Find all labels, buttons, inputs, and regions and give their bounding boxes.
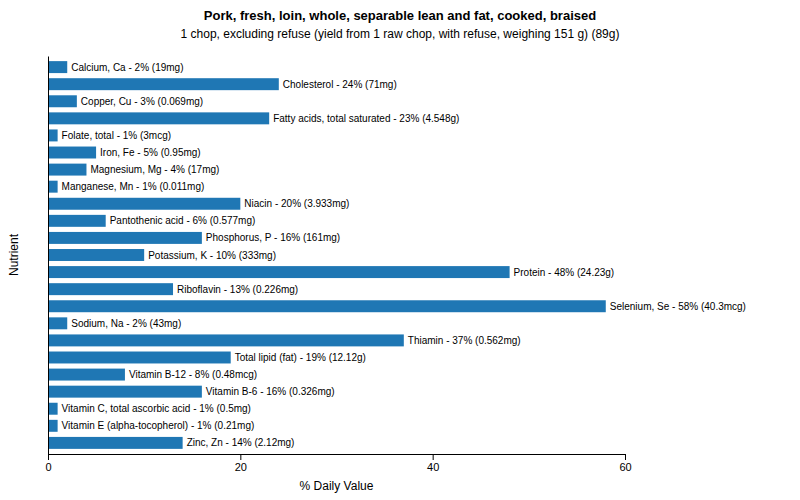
- bar: [48, 334, 404, 346]
- bar-label: Thiamin - 37% (0.562mg): [408, 335, 521, 346]
- bar: [48, 198, 240, 210]
- bar-label: Vitamin E (alpha-tocopherol) - 1% (0.21m…: [62, 420, 255, 431]
- bar-label: Protein - 48% (24.23g): [514, 267, 615, 278]
- x-tick: 40: [427, 454, 439, 473]
- bar: [48, 300, 606, 312]
- title: Pork, fresh, loin, whole, separable lean…: [204, 8, 596, 23]
- bar-label: Magnesium, Mg - 4% (17mg): [90, 164, 219, 175]
- bar-label: Potassium, K - 10% (333mg): [148, 250, 276, 261]
- plot-area: Calcium, Ca - 2% (19mg) Cholesterol - 24%…: [45, 57, 746, 473]
- bar: [48, 403, 58, 415]
- bar: [48, 95, 77, 107]
- bar-label: Fatty acids, total saturated - 23% (4.54…: [273, 113, 459, 124]
- bar: [48, 437, 183, 449]
- x-tick-label: 60: [619, 461, 631, 473]
- bar: [48, 61, 67, 73]
- bar: [48, 369, 125, 381]
- bar-label: Folate, total - 1% (3mcg): [62, 130, 171, 141]
- bar-label: Total lipid (fat) - 19% (12.12g): [235, 352, 366, 363]
- bar: [48, 249, 144, 261]
- bar: [48, 181, 58, 193]
- bar: [48, 283, 173, 295]
- subtitle: 1 chop, excluding refuse (yield from 1 r…: [181, 27, 620, 41]
- chart: Calcium, Ca - 2% (19mg) Cholesterol - 24%…: [0, 0, 800, 500]
- bar-label: Selenium, Se - 58% (40.3mcg): [610, 301, 746, 312]
- bar-label: Pantothenic acid - 6% (0.577mg): [110, 215, 256, 226]
- bar: [48, 215, 106, 227]
- y-axis-title: Nutrient: [7, 233, 21, 276]
- bar-label: Niacin - 20% (3.933mg): [244, 198, 349, 209]
- bar: [48, 386, 202, 398]
- bar-label: Zinc, Zn - 14% (2.12mg): [187, 437, 295, 448]
- x-axis: 0 20 40 60: [45, 454, 631, 473]
- x-tick-mark: [48, 454, 49, 460]
- bar: [48, 232, 202, 244]
- x-tick-mark: [240, 454, 241, 460]
- bar: [48, 78, 279, 90]
- bar-label: Vitamin B-6 - 16% (0.326mg): [206, 386, 335, 397]
- bar-label: Vitamin C, total ascorbic acid - 1% (0.5…: [62, 403, 251, 414]
- bar: [48, 164, 86, 176]
- bar-label: Cholesterol - 24% (71mg): [283, 79, 397, 90]
- bar: [48, 112, 269, 124]
- bar: [48, 129, 58, 141]
- bar-label: Riboflavin - 13% (0.226mg): [177, 284, 298, 295]
- x-tick: 60: [619, 454, 631, 473]
- bar: [48, 266, 510, 278]
- bar: [48, 352, 231, 364]
- x-tick: 20: [235, 454, 247, 473]
- x-tick-label: 40: [427, 461, 439, 473]
- x-tick: 0: [45, 454, 51, 473]
- y-axis: [48, 57, 49, 455]
- x-axis-line: [49, 455, 626, 461]
- bar-label: Phosphorus, P - 16% (161mg): [206, 232, 340, 243]
- bar-label: Manganese, Mn - 1% (0.011mg): [62, 181, 205, 192]
- bar-label: Calcium, Ca - 2% (19mg): [71, 62, 183, 73]
- x-tick-mark: [625, 454, 626, 460]
- x-tick-mark: [433, 454, 434, 460]
- y-axis-line: [48, 57, 49, 455]
- x-tick-label: 0: [45, 461, 51, 473]
- bar-label: Vitamin B-12 - 8% (0.48mcg): [129, 369, 257, 380]
- bar-label: Copper, Cu - 3% (0.069mg): [81, 96, 203, 107]
- bar-labels: Calcium, Ca - 2% (19mg) Cholesterol - 24%…: [62, 62, 746, 449]
- bar-label: Iron, Fe - 5% (0.95mg): [100, 147, 201, 158]
- x-tick-label: 20: [235, 461, 247, 473]
- bar: [48, 317, 67, 329]
- bar: [48, 420, 58, 432]
- bar: [48, 147, 96, 159]
- bar-label: Sodium, Na - 2% (43mg): [71, 318, 181, 329]
- x-axis-title: % Daily Value: [300, 479, 374, 493]
- bars: [48, 61, 606, 449]
